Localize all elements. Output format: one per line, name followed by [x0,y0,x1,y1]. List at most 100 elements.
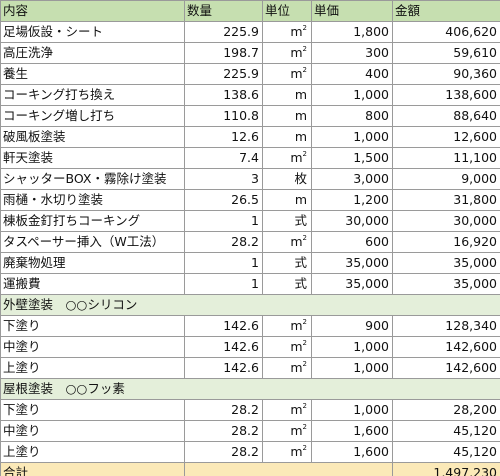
unit-price-cell[interactable]: 1,600 [311,441,393,463]
unit-price-cell[interactable]: 35,000 [311,273,393,295]
amount-cell[interactable]: 88,640 [392,105,500,127]
amount-cell[interactable]: 45,120 [392,420,500,442]
unit-price-cell[interactable]: 3,000 [311,168,393,190]
quantity-cell[interactable]: 28.2 [184,231,263,253]
header-unit-price[interactable]: 単価 [311,0,393,22]
quantity-cell[interactable]: 142.6 [184,336,263,358]
unit-price-cell[interactable]: 1,000 [311,84,393,106]
amount-cell[interactable]: 128,340 [392,315,500,337]
amount-cell[interactable]: 142,600 [392,336,500,358]
unit-cell[interactable]: m2 [262,336,312,358]
unit-price-cell[interactable]: 1,600 [311,420,393,442]
item-name-cell[interactable]: 下塗り [0,315,185,337]
item-name-cell[interactable]: 破風板塗装 [0,126,185,148]
unit-cell[interactable]: m2 [262,42,312,64]
amount-cell[interactable]: 59,610 [392,42,500,64]
quantity-cell[interactable]: 142.6 [184,315,263,337]
section-label[interactable]: 屋根塗装 ○○フッ素 [0,378,185,400]
unit-cell[interactable]: m2 [262,147,312,169]
amount-cell[interactable]: 9,000 [392,168,500,190]
unit-cell[interactable]: m2 [262,315,312,337]
amount-cell[interactable]: 11,100 [392,147,500,169]
unit-cell[interactable]: m [262,126,312,148]
quantity-cell[interactable]: 225.9 [184,21,263,43]
unit-cell[interactable]: m2 [262,441,312,463]
amount-cell[interactable]: 35,000 [392,252,500,274]
item-name-cell[interactable]: 中塗り [0,336,185,358]
unit-cell[interactable]: 式 [262,273,312,295]
section-label[interactable]: 外壁塗装 ○○シリコン [0,294,185,316]
unit-price-cell[interactable]: 35,000 [311,252,393,274]
amount-cell[interactable]: 138,600 [392,84,500,106]
amount-cell[interactable]: 406,620 [392,21,500,43]
quantity-cell[interactable]: 1 [184,273,263,295]
item-name-cell[interactable]: コーキング打ち換え [0,84,185,106]
quantity-cell[interactable]: 26.5 [184,189,263,211]
total-filler[interactable] [184,462,393,476]
amount-cell[interactable]: 142,600 [392,357,500,379]
unit-cell[interactable]: m2 [262,399,312,421]
item-name-cell[interactable]: 上塗り [0,441,185,463]
quantity-cell[interactable]: 1 [184,210,263,232]
item-name-cell[interactable]: シャッターBOX・霧除け塗装 [0,168,185,190]
unit-price-cell[interactable]: 1,000 [311,357,393,379]
quantity-cell[interactable]: 28.2 [184,420,263,442]
quantity-cell[interactable]: 198.7 [184,42,263,64]
quantity-cell[interactable]: 3 [184,168,263,190]
unit-cell[interactable]: m2 [262,21,312,43]
unit-cell[interactable]: 枚 [262,168,312,190]
item-name-cell[interactable]: 運搬費 [0,273,185,295]
item-name-cell[interactable]: タスペーサー挿入（W工法） [0,231,185,253]
section-filler[interactable] [184,294,500,316]
unit-cell[interactable]: m2 [262,420,312,442]
header-content[interactable]: 内容 [0,0,185,22]
amount-cell[interactable]: 12,600 [392,126,500,148]
unit-cell[interactable]: m [262,105,312,127]
quantity-cell[interactable]: 12.6 [184,126,263,148]
header-amount[interactable]: 金額 [392,0,500,22]
item-name-cell[interactable]: 高圧洗浄 [0,42,185,64]
unit-price-cell[interactable]: 1,500 [311,147,393,169]
quantity-cell[interactable]: 138.6 [184,84,263,106]
quantity-cell[interactable]: 28.2 [184,399,263,421]
item-name-cell[interactable]: 足場仮設・シート [0,21,185,43]
item-name-cell[interactable]: 上塗り [0,357,185,379]
quantity-cell[interactable]: 142.6 [184,357,263,379]
quantity-cell[interactable]: 28.2 [184,441,263,463]
item-name-cell[interactable]: 中塗り [0,420,185,442]
header-quantity[interactable]: 数量 [184,0,263,22]
amount-cell[interactable]: 45,120 [392,441,500,463]
quantity-cell[interactable]: 225.9 [184,63,263,85]
item-name-cell[interactable]: 下塗り [0,399,185,421]
unit-price-cell[interactable]: 30,000 [311,210,393,232]
amount-cell[interactable]: 90,360 [392,63,500,85]
quantity-cell[interactable]: 7.4 [184,147,263,169]
unit-price-cell[interactable]: 1,000 [311,126,393,148]
unit-cell[interactable]: m [262,189,312,211]
item-name-cell[interactable]: 軒天塗装 [0,147,185,169]
item-name-cell[interactable]: 棟板金釘打ちコーキング [0,210,185,232]
unit-cell[interactable]: m [262,84,312,106]
header-unit[interactable]: 単位 [262,0,312,22]
amount-cell[interactable]: 31,800 [392,189,500,211]
amount-cell[interactable]: 35,000 [392,273,500,295]
section-filler[interactable] [184,378,500,400]
unit-cell[interactable]: m2 [262,231,312,253]
quantity-cell[interactable]: 1 [184,252,263,274]
quantity-cell[interactable]: 110.8 [184,105,263,127]
unit-price-cell[interactable]: 1,200 [311,189,393,211]
unit-cell[interactable]: 式 [262,252,312,274]
item-name-cell[interactable]: コーキング増し打ち [0,105,185,127]
unit-price-cell[interactable]: 1,000 [311,399,393,421]
total-amount[interactable]: 1,497,230 [392,462,500,476]
unit-price-cell[interactable]: 300 [311,42,393,64]
total-label[interactable]: 合計 [0,462,185,476]
item-name-cell[interactable]: 雨樋・水切り塗装 [0,189,185,211]
unit-price-cell[interactable]: 900 [311,315,393,337]
unit-price-cell[interactable]: 600 [311,231,393,253]
amount-cell[interactable]: 16,920 [392,231,500,253]
unit-price-cell[interactable]: 1,800 [311,21,393,43]
unit-cell[interactable]: m2 [262,63,312,85]
unit-cell[interactable]: 式 [262,210,312,232]
item-name-cell[interactable]: 養生 [0,63,185,85]
